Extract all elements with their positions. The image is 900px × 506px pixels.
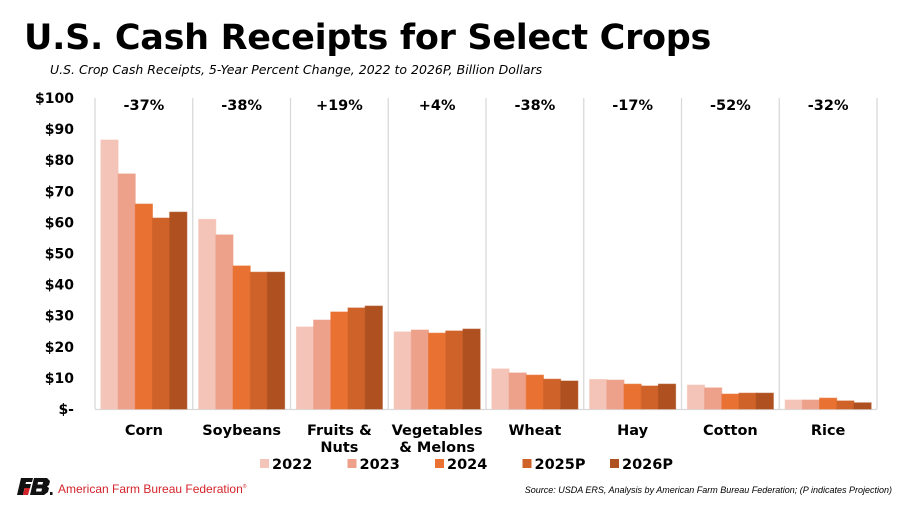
bar-2026p-fruits — [364, 305, 383, 410]
percent-change-label: +19% — [316, 98, 363, 114]
bar-2026p-corn — [169, 211, 188, 410]
y-tick-label: $40 — [45, 278, 74, 294]
legend-label: 2023 — [360, 457, 400, 473]
bar-2025p-vegetables — [445, 330, 464, 410]
legend-swatch-2022 — [260, 459, 269, 468]
x-tick-label: Rice — [811, 423, 846, 439]
x-axis: Corn Soybeans Fruits &Nuts Vegetables& Melo… — [125, 423, 846, 456]
x-tick-label: Fruits & — [307, 423, 372, 439]
bar-2022-fruits — [295, 326, 315, 410]
bar-2023-vegetables — [410, 329, 430, 410]
x-tick-label: Soybeans — [202, 423, 281, 439]
legend-swatch-2023 — [347, 459, 357, 468]
legend-swatch-2024 — [435, 459, 444, 468]
percent-change-label: -38% — [221, 98, 262, 114]
x-tick-label: Corn — [125, 423, 163, 439]
source-note: Source: USDA ERS, Analysis by American F… — [524, 485, 892, 495]
bar-2024-hay — [623, 383, 642, 410]
x-tick-label: Nuts — [320, 440, 358, 456]
chart-subtitle: U.S. Crop Cash Receipts, 5-Year Percent … — [50, 62, 543, 77]
bar-2023-wheat — [508, 372, 527, 410]
bar-2024-cotton — [721, 393, 740, 410]
bar-2024-fruits — [330, 311, 349, 410]
y-axis: $- $10 $20 $30 $40 $50 $60 $70 $80 $90 $100 — [35, 91, 74, 418]
percent-change-label: +4% — [419, 98, 456, 114]
bar-2022-corn — [100, 139, 119, 410]
y-tick-label: $70 — [45, 184, 74, 200]
category-separators — [94, 98, 878, 411]
bar-2025p-soybeans — [249, 271, 268, 410]
legend-label: 2025P — [535, 457, 586, 473]
chart-title: U.S. Cash Receipts for Select Crops — [24, 18, 712, 58]
bar-2025p-hay — [640, 385, 659, 410]
bar-2024-vegetables — [428, 332, 447, 410]
bar-2025p-wheat — [542, 378, 562, 410]
bar-2022-soybeans — [198, 218, 217, 410]
x-tick-label: & Melons — [399, 440, 475, 456]
bar-2025p-rice — [836, 400, 855, 410]
bar-2024-corn — [134, 203, 153, 410]
percent-change-label: -17% — [612, 98, 653, 114]
legend-swatch-2025p — [522, 459, 532, 468]
bar-2026p-cotton — [755, 392, 774, 410]
bar-2026p-wheat — [560, 380, 579, 410]
percent-change-annotations: -37% -38% +19% +4% -38% -17% -52% -32% — [124, 98, 849, 114]
bar-2023-rice — [801, 399, 821, 410]
percent-change-label: -32% — [808, 98, 849, 114]
y-tick-label: $90 — [45, 122, 74, 138]
bar-2023-fruits — [313, 319, 332, 410]
y-tick-label: $10 — [45, 371, 74, 387]
bar-2023-cotton — [704, 387, 723, 410]
legend: 2022 2023 2024 2025P 2026P — [260, 457, 673, 473]
y-tick-label: $80 — [45, 153, 74, 169]
x-tick-label: Vegetables — [392, 423, 483, 439]
percent-change-label: -52% — [710, 98, 751, 114]
bar-2025p-corn — [151, 217, 171, 410]
bar-2022-rice — [784, 399, 803, 410]
bar-2026p-hay — [657, 383, 677, 410]
bar-2026p-soybeans — [266, 271, 286, 410]
legend-label: 2022 — [272, 457, 312, 473]
legend-label: 2024 — [447, 457, 487, 473]
bar-2023-hay — [606, 379, 625, 410]
bars — [100, 139, 872, 410]
bar-2022-hay — [589, 378, 608, 410]
organization-name: American Farm Bureau Federation® — [58, 482, 247, 496]
bar-2025p-cotton — [738, 392, 757, 410]
bar-2026p-rice — [853, 402, 872, 410]
x-tick-label: Hay — [617, 423, 648, 439]
bar-2024-wheat — [525, 374, 544, 410]
bar-2024-soybeans — [232, 265, 251, 410]
bar-2025p-fruits — [347, 307, 366, 410]
legend-swatch-2026p — [610, 459, 619, 468]
x-tick-label: Wheat — [508, 423, 561, 439]
y-tick-label: $60 — [45, 215, 74, 231]
bar-2022-vegetables — [393, 331, 412, 410]
bar-2026p-vegetables — [462, 328, 481, 410]
afbf-logo-icon — [17, 477, 53, 501]
y-tick-label: $20 — [45, 340, 74, 356]
bar-2022-wheat — [491, 368, 510, 410]
percent-change-label: -38% — [515, 98, 556, 114]
legend-label: 2026P — [622, 457, 673, 473]
bar-2023-corn — [117, 173, 136, 410]
bar-2024-rice — [819, 397, 838, 410]
y-tick-label: $- — [58, 402, 74, 418]
y-tick-label: $30 — [45, 309, 74, 325]
y-tick-label: $50 — [45, 247, 74, 263]
x-tick-label: Cotton — [703, 423, 758, 439]
y-tick-label: $100 — [35, 91, 74, 107]
bar-2023-soybeans — [215, 234, 234, 410]
bar-2022-cotton — [686, 384, 706, 410]
percent-change-label: -37% — [124, 98, 165, 114]
